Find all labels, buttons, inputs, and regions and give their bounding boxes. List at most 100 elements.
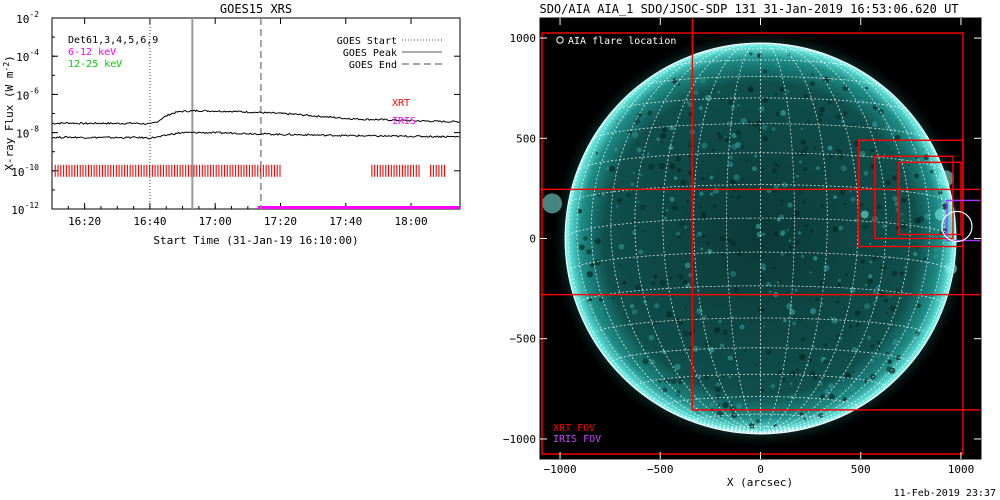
disk-speckle [736,195,741,200]
grid-line [590,317,931,337]
disk-speckle [709,175,714,180]
flare-location-marker [941,210,973,243]
grid-line [590,45,761,434]
disk-speckle [803,93,809,100]
disk-speckle [658,162,665,170]
disk-speckle [877,370,882,375]
fov-legend-label: IRIS FOV [553,434,601,445]
disk-speckle [872,301,875,305]
lc-y-tick-base: 10 [16,89,29,102]
disk-speckle [839,189,846,195]
disk-speckle [708,346,715,353]
disk-speckle [919,171,922,174]
lightcurve-axes-frame [51,17,461,210]
disk-speckle [637,200,640,203]
disk-speckle [860,259,866,264]
disk-speckle [892,270,898,277]
lc-x-tick-label: 17:40 [329,215,362,228]
disk-speckle [827,383,834,390]
disk-speckle [730,270,737,277]
lightcurve-y-axis-label-close: ) [3,55,16,62]
disk-speckle [786,303,793,310]
disk-speckle [717,134,723,140]
disk-speckle [835,114,841,120]
disk-speckle [673,202,676,206]
disk-speckle [580,200,586,207]
disk-speckle [852,346,858,352]
grid-line [634,373,887,390]
img-x-tick-label: 0 [757,463,764,476]
disk-speckle [740,144,745,149]
lc-y-tick-label: 10-10 [11,163,39,179]
disk-speckle [885,351,890,356]
disk-speckle [714,327,720,333]
disk-speckle [804,224,808,228]
lc-y-tick-base: 10 [16,13,29,26]
disk-speckle [813,256,818,261]
disk-speckle [772,167,778,174]
disk-speckle [639,173,643,177]
disk-speckle [700,247,704,251]
disk-speckle [771,127,776,131]
disk-speckle [875,353,880,359]
disk-speckle [670,164,674,168]
disk-speckle [677,235,681,239]
disk-speckle [733,94,736,98]
disk-speckle [755,419,760,424]
disk-speckle [693,90,699,96]
image-x-ticks: −1000 −500 0 500 1000 [543,18,974,476]
disk-speckle [855,323,860,327]
disk-speckle [659,279,666,287]
grid-line [591,123,930,140]
disk-speckle [772,266,775,270]
disk-speckle [819,288,822,292]
disk-speckle [706,241,710,245]
disk-speckle [939,230,944,235]
disk-speckle [684,226,688,229]
disk-speckle [712,203,718,209]
legend-entry-label: GOES Peak [343,48,397,59]
disk-speckle [733,355,738,360]
disk-speckle [876,347,881,352]
disk-speckle [863,303,871,310]
disk-speckle [696,307,703,315]
disk-speckle [674,363,681,371]
disk-speckle [647,152,650,155]
disk-speckle [731,143,738,150]
active-region-glow [542,193,563,214]
disk-speckle [788,244,793,250]
disk-speckle [762,69,768,74]
disk-speckle [597,192,602,197]
disk-speckle [768,290,772,294]
disk-speckle [687,346,693,352]
disk-speckle [754,154,758,158]
active-region-glow [937,170,954,187]
disk-speckle [595,152,599,155]
disk-speckle [873,290,877,295]
disk-speckle [673,176,678,181]
disk-speckle [684,262,691,269]
disk-speckle [688,170,693,176]
disk-speckle [900,212,904,216]
xrt-fov-box [691,18,981,411]
disk-speckle [790,371,796,377]
grid-line [567,73,761,434]
disk-speckle [737,105,741,109]
disk-speckle [781,181,788,188]
disk-speckle [728,154,734,160]
disk-speckle [747,120,751,125]
disk-speckle [838,225,844,231]
disk-speckle [895,225,901,231]
disk-speckle [731,412,737,419]
img-x-tick-label: 1000 [948,463,975,476]
grid-line [760,45,931,434]
disk-speckle [828,154,833,159]
disk-speckle [722,401,729,409]
disk-speckle [872,121,878,128]
disk-speckle [816,117,823,124]
disk-speckle [809,271,812,274]
disk-speckle [787,202,793,208]
disk-speckle [709,192,714,196]
lightcurve-y-axis-label-exponent: -2 [2,62,11,72]
